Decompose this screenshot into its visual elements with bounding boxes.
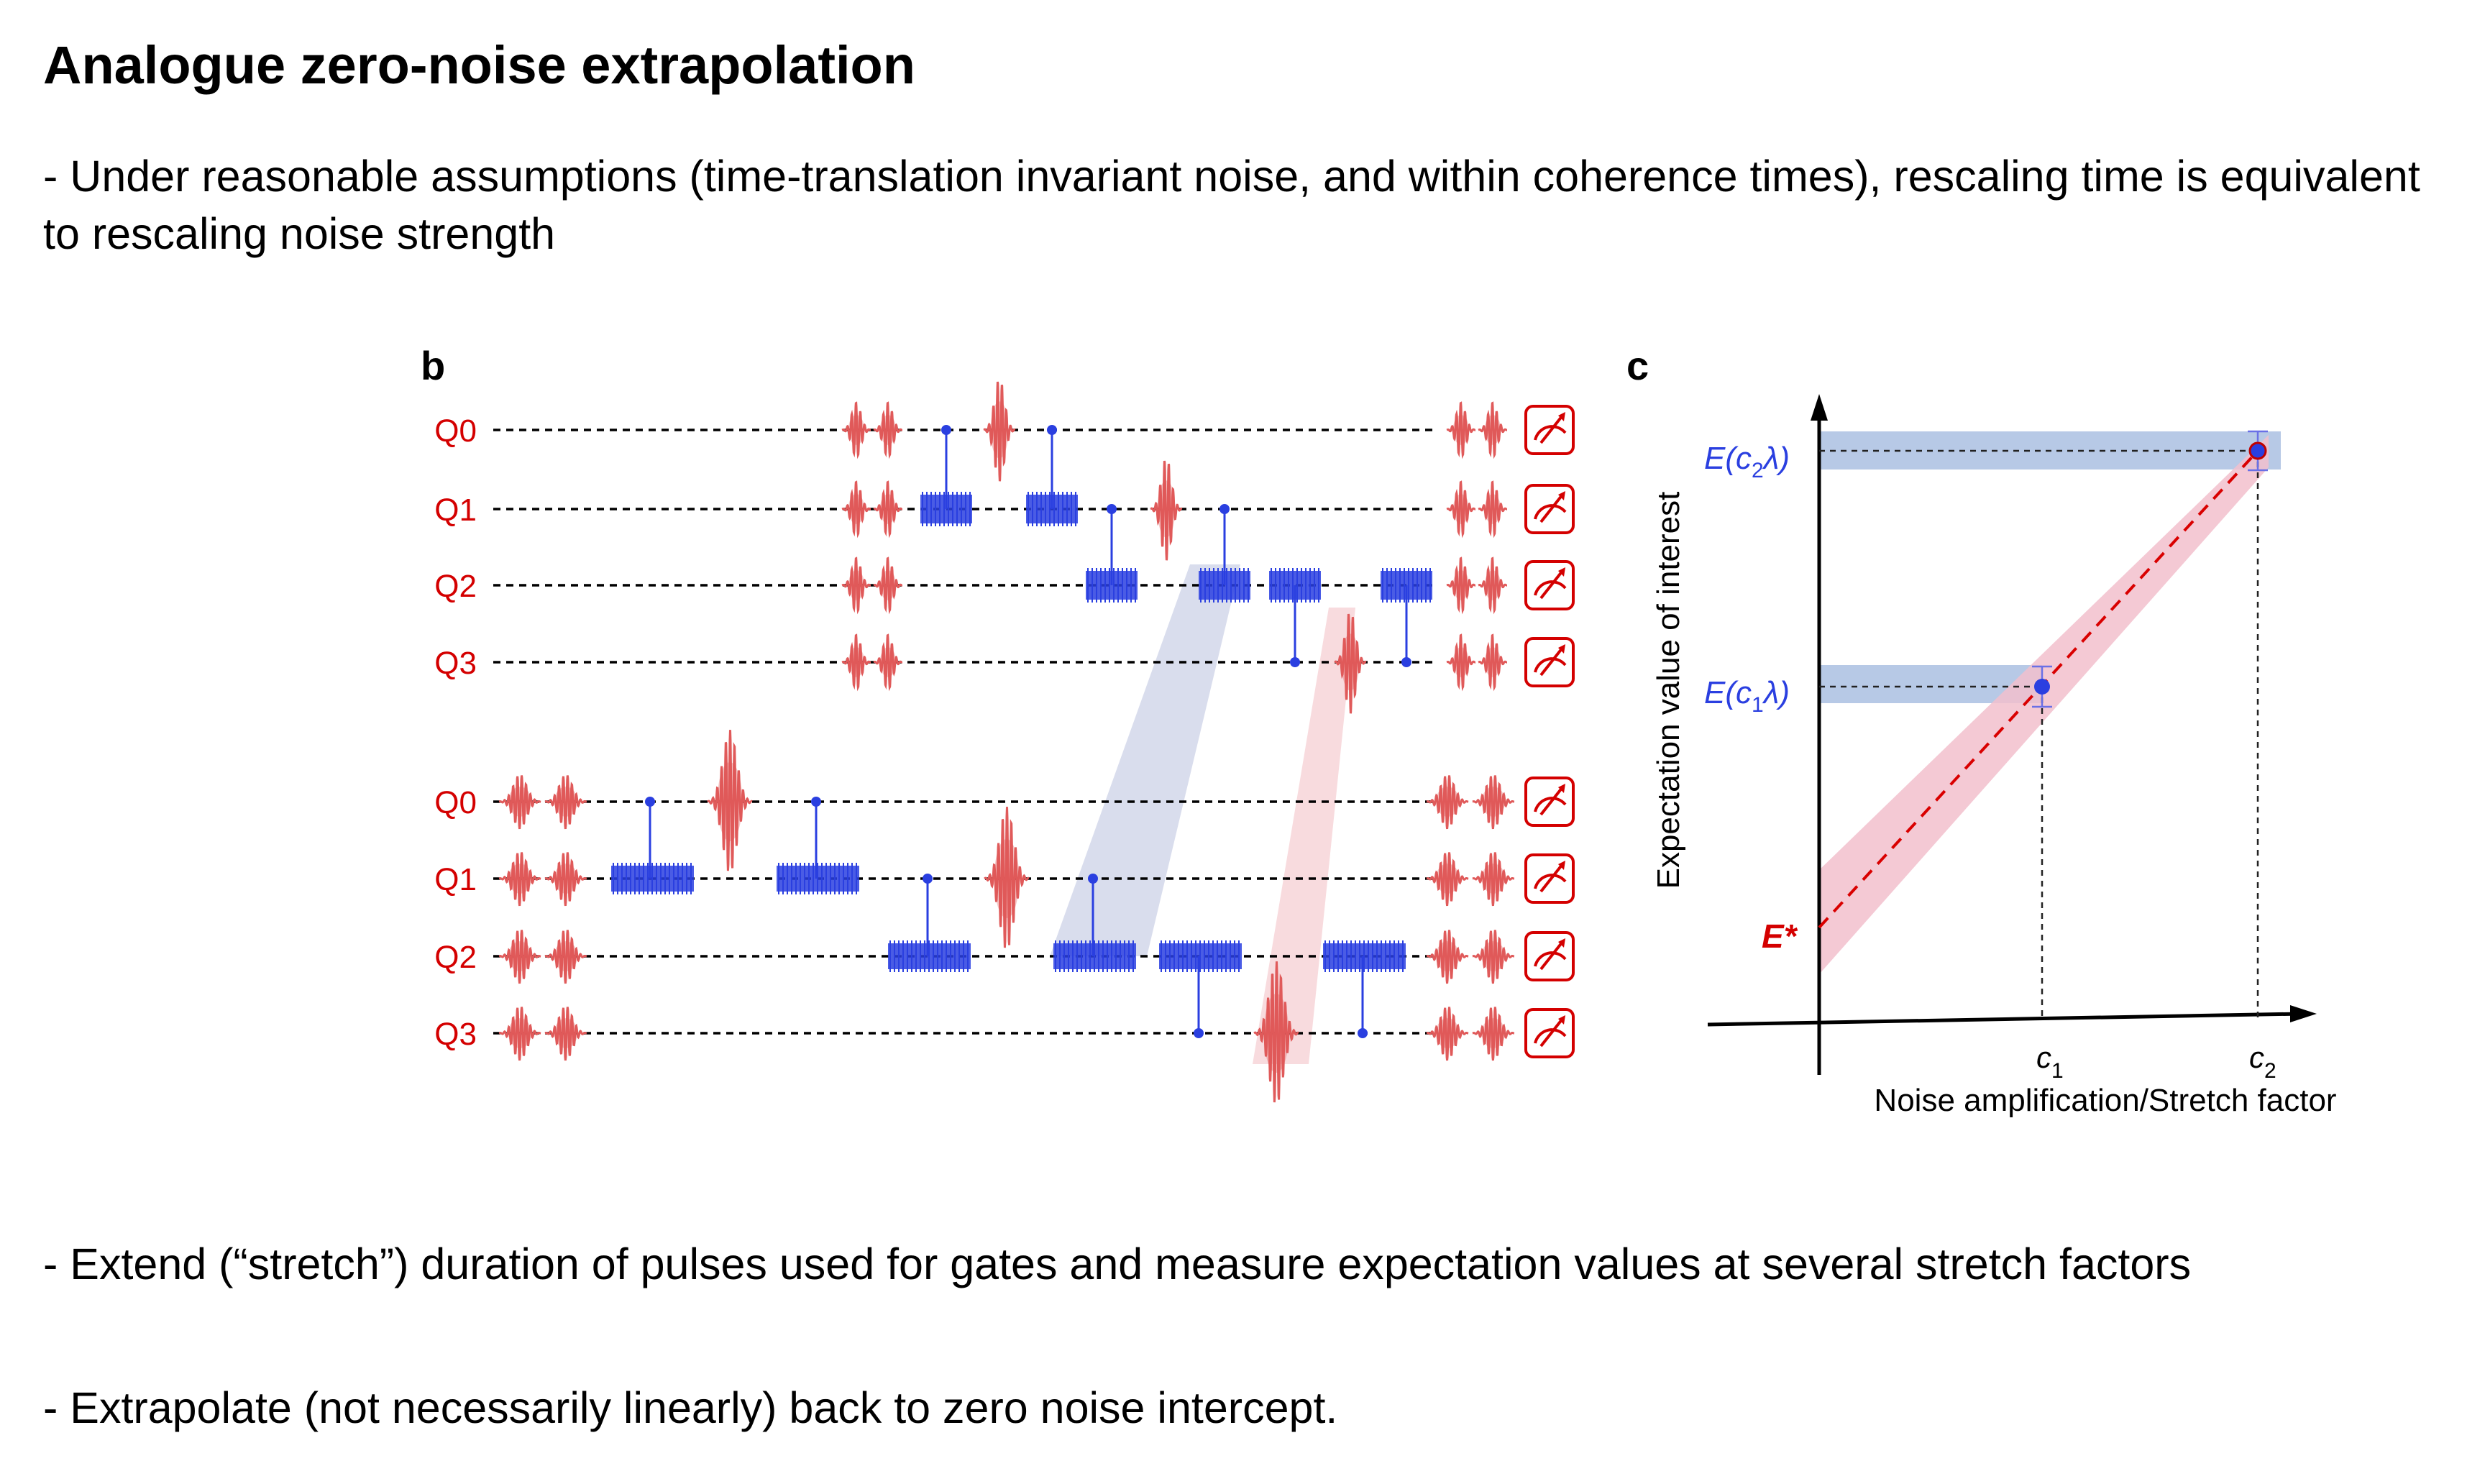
top-qubit-label-q2: Q2 <box>434 569 477 604</box>
bottom-final-pulse-q1-b <box>1472 852 1515 907</box>
top-single-pulse-q3 <box>1334 613 1367 714</box>
y-axis-label: Expectation value of interest <box>1651 492 1686 889</box>
bottom-gate-q1q2-a <box>888 940 971 972</box>
top-ctrl-q1q2-b <box>1219 504 1230 585</box>
top-measure-q0 <box>1524 405 1575 455</box>
top-prep-pulse-q1-a <box>841 480 871 539</box>
bottom-final-pulse-q1-a <box>1426 852 1469 907</box>
bottom-prep-pulse-q0-a <box>498 775 541 830</box>
bottom-prep-pulse-q2-b <box>544 930 587 984</box>
top-ctrl-q2q3-a <box>1290 585 1300 667</box>
bottom-prep-pulse-q2-a <box>498 930 541 984</box>
bottom-prep-pulse-q1-a <box>498 852 541 907</box>
stretch-correspondence-band-blue <box>1050 564 1240 956</box>
bullet-extrapolate: - Extrapolate (not necessarily linearly)… <box>43 1383 1338 1432</box>
bottom-single-pulse-q0 <box>707 730 753 871</box>
top-final-pulse-q1-a <box>1446 480 1476 539</box>
bottom-gate-q1q2-b <box>1053 940 1136 972</box>
data-point-c1 <box>2034 679 2050 695</box>
panel-b-label: b <box>421 343 445 388</box>
x-tick-c2: c2 <box>2249 1040 2276 1083</box>
bottom-gate-q0q1-b <box>777 863 859 894</box>
top-prep-pulse-q3-b <box>873 633 903 692</box>
top-prep-pulse-q0-a <box>841 401 871 459</box>
top-final-pulse-q2-a <box>1446 556 1476 615</box>
bottom-prep-pulse-q1-b <box>544 852 587 907</box>
bottom-measure-q1 <box>1524 853 1575 904</box>
top-ctrl-q2q3-b <box>1401 585 1411 667</box>
top-final-pulse-q2-b <box>1478 556 1508 615</box>
bottom-prep-pulse-q3-b <box>544 1007 587 1061</box>
y-axis-arrow <box>1811 394 1828 421</box>
bottom-measure-q3 <box>1524 1008 1575 1058</box>
confidence-wedge <box>1819 435 2269 974</box>
top-measure-q2 <box>1524 560 1575 610</box>
bottom-prep-pulse-q0-b <box>544 775 587 830</box>
bottom-prep-pulse-q3-a <box>498 1007 541 1061</box>
x-axis <box>1707 1012 2302 1027</box>
top-gate-q2q3-b <box>1381 568 1432 603</box>
bottom-final-pulse-q3-a <box>1426 1007 1469 1061</box>
x-tick-c1: c1 <box>2036 1040 2064 1083</box>
bottom-ctrl-q2q3-b <box>1358 956 1368 1038</box>
top-prep-pulse-q2-a <box>841 556 871 615</box>
label-e-c2-lambda: E(c2λ) <box>1704 441 1790 482</box>
top-single-pulse-q1 <box>1150 460 1183 561</box>
bottom-final-pulse-q0-a <box>1426 775 1469 830</box>
top-measure-q1 <box>1524 484 1575 534</box>
top-final-pulse-q3-b <box>1478 633 1508 692</box>
top-prep-pulse-q0-b <box>873 401 903 459</box>
bottom-single-pulse-q1 <box>984 807 1030 948</box>
bullet-stretch-pulses: - Extend (“stretch”) duration of pulses … <box>43 1240 2192 1288</box>
bottom-final-pulse-q0-b <box>1472 775 1515 830</box>
panel-c-label: c <box>1626 343 1649 388</box>
bottom-final-pulse-q3-b <box>1472 1007 1515 1061</box>
bottom-final-pulse-q2-b <box>1472 930 1515 984</box>
bottom-gate-q2q3-a <box>1159 940 1242 972</box>
bottom-measure-q0 <box>1524 777 1575 827</box>
label-e-star: E* <box>1762 917 1798 955</box>
top-qubit-label-q1: Q1 <box>434 493 477 528</box>
data-point-c2 <box>2248 441 2267 460</box>
top-final-pulse-q1-b <box>1478 480 1508 539</box>
top-prep-pulse-q3-a <box>841 633 871 692</box>
stretch-correspondence-band-pink <box>1253 608 1355 1064</box>
label-e-c1-lambda: E(c1λ) <box>1704 675 1790 717</box>
panel-b-circuits: b Q0 Q1 Q2 Q3 Q0 Q1 Q2 Q3 <box>421 343 1575 1103</box>
top-qubit-label-q0: Q0 <box>434 413 477 449</box>
bottom-ctrl-q0q1-b <box>811 797 821 879</box>
bottom-final-pulse-q2-a <box>1426 930 1469 984</box>
x-axis-arrow <box>2290 1005 2317 1022</box>
bottom-qubit-label-q1: Q1 <box>434 862 477 897</box>
bottom-ctrl-q1q2-a <box>923 874 933 956</box>
top-final-pulse-q0-a <box>1446 401 1476 459</box>
bottom-ctrl-q1q2-b <box>1088 874 1098 956</box>
bottom-single-pulse-q3 <box>1253 961 1299 1103</box>
top-measure-q3 <box>1524 637 1575 687</box>
page-title: Analogue zero-noise extrapolation <box>43 35 915 95</box>
bottom-gate-q0q1-a <box>611 863 694 894</box>
bottom-ctrl-q0q1-a <box>645 797 655 879</box>
panel-c-chart: c Expectation value of interest Noise am… <box>1626 343 2337 1118</box>
top-prep-pulse-q1-b <box>873 480 903 539</box>
top-ctrl-q0q1-a <box>941 425 951 509</box>
bottom-gate-q2q3-b <box>1323 940 1406 972</box>
top-qubit-label-q3: Q3 <box>434 646 477 681</box>
top-prep-pulse-q2-b <box>873 556 903 615</box>
bottom-qubit-label-q2: Q2 <box>434 940 477 975</box>
bullet-rescaling-time: - Under reasonable assumptions (time-tra… <box>43 152 2420 258</box>
top-ctrl-q1q2-a <box>1107 504 1117 585</box>
top-single-pulse-q0 <box>983 381 1016 482</box>
bottom-ctrl-q2q3-a <box>1194 956 1204 1038</box>
top-final-pulse-q0-b <box>1478 401 1508 459</box>
bottom-qubit-label-q0: Q0 <box>434 785 477 820</box>
top-final-pulse-q3-a <box>1446 633 1476 692</box>
top-ctrl-q0q1-b <box>1047 425 1057 509</box>
bottom-measure-q2 <box>1524 931 1575 981</box>
bottom-qubit-label-q3: Q3 <box>434 1017 477 1052</box>
x-axis-label: Noise amplification/Stretch factor <box>1874 1083 2336 1118</box>
